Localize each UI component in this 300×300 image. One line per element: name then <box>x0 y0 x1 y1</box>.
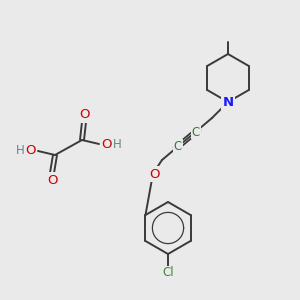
Text: O: O <box>26 145 36 158</box>
Text: H: H <box>112 137 122 151</box>
Text: O: O <box>149 167 159 181</box>
Text: O: O <box>101 137 111 151</box>
Text: C: C <box>192 125 200 139</box>
Text: Cl: Cl <box>162 266 174 280</box>
Text: O: O <box>47 173 57 187</box>
Text: N: N <box>222 95 234 109</box>
Text: H: H <box>16 145 24 158</box>
Text: C: C <box>174 140 182 152</box>
Text: O: O <box>79 109 89 122</box>
